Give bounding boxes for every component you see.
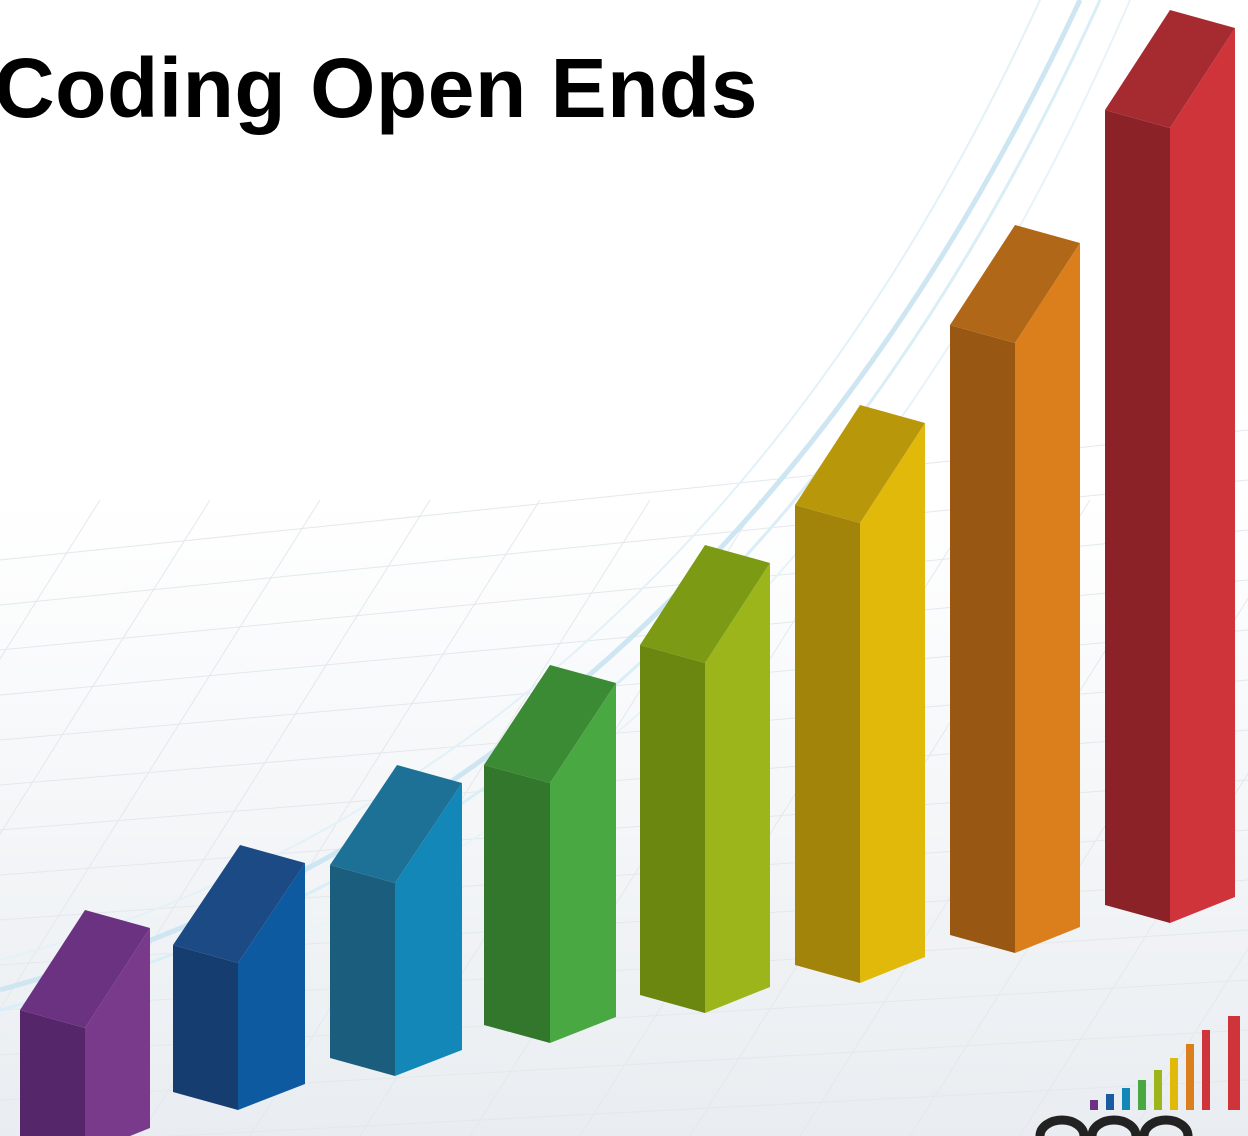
bar-top-face (173, 845, 305, 963)
bar-top-face (484, 665, 616, 783)
bar-left-face (950, 325, 1015, 953)
grid-line (163, 1079, 1248, 1136)
bar-left-face (20, 1010, 85, 1136)
bar-right-face (860, 423, 925, 983)
logo (1035, 1016, 1240, 1136)
bar-left-face (484, 765, 550, 1043)
bar-right-face (238, 863, 305, 1110)
bar-right-face (1170, 28, 1235, 923)
bar-right-face (550, 683, 616, 1043)
bar-right-face (1015, 243, 1080, 953)
bar-graphic (20, 10, 1235, 1136)
bar-right-face (85, 928, 150, 1136)
bar-top-face (950, 225, 1080, 343)
bar-top-face (330, 765, 462, 883)
grid-line (1129, 947, 1248, 1136)
bar-top-face (1105, 10, 1235, 128)
bar-top-face (20, 910, 150, 1028)
bar-right-face (705, 563, 770, 1013)
bar-left-face (173, 945, 238, 1110)
bar-right-face (395, 783, 462, 1076)
bar-left-face (1105, 110, 1170, 923)
grid-line (0, 499, 321, 1010)
grid-line (0, 499, 211, 835)
bar-left-face (640, 645, 705, 1013)
bar-left-face (330, 865, 395, 1076)
slide-title: Coding Open Ends (0, 41, 758, 135)
bar-top-face (795, 405, 925, 523)
bar-left-face (795, 505, 860, 983)
bar-top-face (640, 545, 770, 663)
grid-line (0, 499, 101, 660)
